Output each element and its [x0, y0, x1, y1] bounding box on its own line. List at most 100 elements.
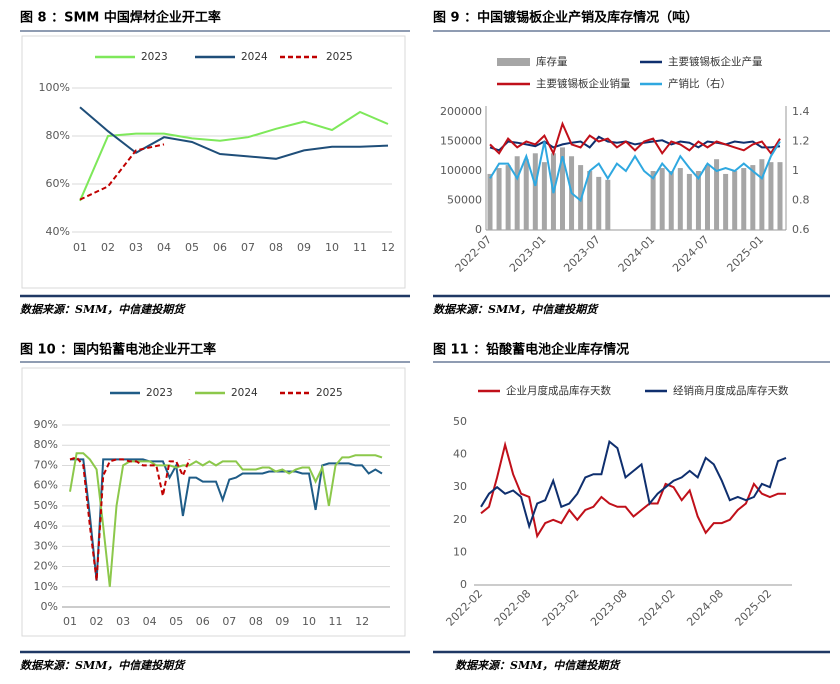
- bar: [750, 165, 756, 230]
- y-tick-label: 20: [453, 513, 467, 526]
- line-series: [480, 440, 786, 539]
- line-series: [480, 439, 787, 530]
- line-series: [79, 106, 389, 160]
- y-tick-label: 30%: [34, 539, 58, 552]
- legend-label: 主要镀锡板企业销量: [536, 77, 631, 90]
- x-tick-label: 11: [329, 615, 343, 628]
- bar: [668, 171, 674, 230]
- bar: [723, 173, 729, 230]
- y-tick-label: 10: [453, 545, 467, 558]
- chart-frame: [21, 367, 406, 637]
- x-tick-label: 07: [241, 241, 255, 254]
- x-tick-label: 04: [143, 615, 157, 628]
- bar: [514, 156, 520, 230]
- y-tick-label: 1: [792, 164, 799, 177]
- bar: [505, 165, 511, 230]
- bar: [732, 171, 738, 230]
- x-tick-label: 05: [169, 615, 183, 628]
- x-tick-label: 04: [157, 241, 171, 254]
- x-tick-label: 12: [355, 615, 369, 628]
- y-tick-label: 1.2: [792, 135, 810, 148]
- y-tick-label: 40%: [46, 225, 70, 238]
- line-series: [79, 143, 165, 201]
- source-note: 数据来源：SMM，中信建投期货: [455, 659, 621, 672]
- x-tick-label: 10: [302, 615, 316, 628]
- x-tick-label: 2024-01: [616, 233, 658, 275]
- y-tick-label: 30: [453, 480, 467, 493]
- y-tick-label: 50000: [447, 194, 482, 207]
- y-tick-label: 40: [453, 448, 467, 461]
- x-tick-label: 2023-08: [588, 587, 630, 629]
- x-tick-label: 01: [73, 241, 87, 254]
- legend-label: 2025: [316, 387, 343, 399]
- chart-title: 图 9 ：中国镀锡板企业产销及库存情况（吨）: [433, 10, 698, 26]
- x-tick-label: 2023-02: [540, 587, 582, 629]
- legend-label: 主要镀锡板企业产量: [668, 55, 763, 68]
- bar: [686, 173, 692, 230]
- bar: [587, 171, 593, 230]
- line-series: [489, 140, 781, 203]
- line-series: [489, 135, 781, 152]
- y-tick-label: 0: [475, 223, 482, 236]
- x-tick-label: 06: [196, 615, 210, 628]
- bar: [659, 168, 665, 230]
- x-tick-label: 12: [381, 241, 395, 254]
- x-tick-label: 02: [101, 241, 115, 254]
- x-tick-label: 11: [353, 241, 367, 254]
- line-series: [70, 458, 383, 581]
- bar: [541, 162, 547, 230]
- y-tick-label: 80%: [34, 438, 58, 451]
- y-tick-label: 50%: [34, 499, 58, 512]
- source-note: 数据来源：SMM，中信建投期货: [433, 303, 599, 316]
- y-tick-label: 100000: [440, 164, 482, 177]
- x-tick-label: 07: [222, 615, 236, 628]
- bar: [523, 159, 529, 230]
- bar: [777, 162, 783, 230]
- y-tick-label: 90%: [34, 418, 58, 431]
- legend-label: 2024: [231, 387, 258, 399]
- y-tick-label: 60%: [34, 479, 58, 492]
- x-tick-label: 2025-02: [732, 587, 774, 629]
- source-note: 数据来源：SMM，中信建投期货: [20, 303, 186, 316]
- bar: [768, 162, 774, 230]
- bar: [605, 179, 611, 230]
- line-series: [69, 452, 383, 587]
- line-series: [489, 120, 781, 156]
- bar: [532, 153, 538, 230]
- y-tick-label: 10%: [34, 580, 58, 593]
- line-series: [69, 456, 191, 581]
- y-tick-label: 0: [460, 578, 467, 591]
- bar: [714, 159, 720, 230]
- bar: [705, 165, 710, 230]
- x-tick-label: 01: [63, 615, 77, 628]
- y-tick-label: 0%: [41, 600, 58, 613]
- y-tick-label: 70%: [34, 458, 58, 471]
- bar: [695, 171, 701, 230]
- y-tick-label: 0.6: [792, 223, 810, 236]
- x-tick-label: 2024-08: [684, 587, 726, 629]
- chart-frame: [21, 35, 406, 289]
- x-tick-label: 09: [297, 241, 311, 254]
- x-tick-label: 05: [185, 241, 199, 254]
- legend-label: 库存量: [536, 55, 568, 68]
- legend-label: 产销比（右）: [668, 77, 731, 90]
- x-tick-label: 2023-07: [561, 233, 603, 275]
- legend-swatch: [497, 58, 530, 66]
- chart-title: 图 8 ：SMM 中国焊材企业开工率: [20, 10, 221, 26]
- x-tick-label: 2022-02: [444, 587, 486, 629]
- x-tick-label: 2024-07: [670, 233, 712, 275]
- x-tick-label: 2025-01: [724, 233, 766, 275]
- y-tick-label: 80%: [46, 129, 70, 142]
- y-tick-label: 40%: [34, 519, 58, 532]
- line-series: [79, 110, 389, 202]
- chart-title: 图 10 ：国内铅蓄电池企业开工率: [20, 342, 216, 358]
- y-tick-label: 0.8: [792, 194, 810, 207]
- legend-label: 经销商月度成品库存天数: [673, 384, 789, 397]
- bar: [560, 147, 565, 230]
- source-note: 数据来源：SMM，中信建投期货: [20, 659, 186, 672]
- x-tick-label: 2024-02: [636, 587, 678, 629]
- legend-label: 2023: [146, 387, 173, 399]
- y-tick-label: 100%: [39, 81, 70, 94]
- legend-label: 企业月度成品库存天数: [506, 384, 611, 397]
